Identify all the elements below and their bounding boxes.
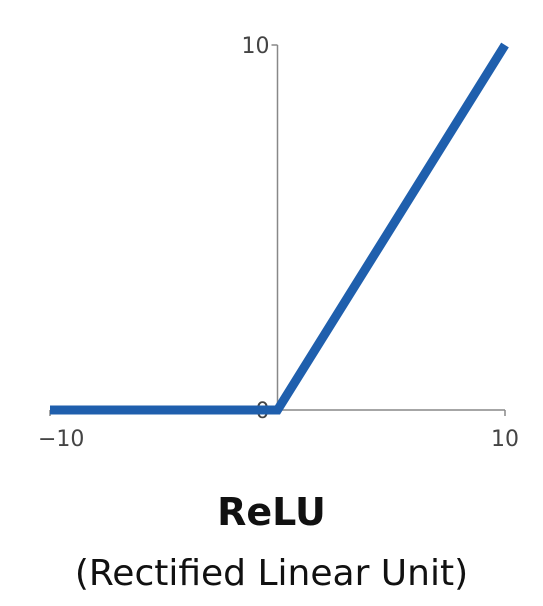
relu-series-line xyxy=(50,42,509,415)
y-tick-label: 10 xyxy=(242,34,270,59)
chart-title: ReLU xyxy=(217,490,326,534)
x-tick-label: 10 xyxy=(491,427,519,452)
x-tick-label: −10 xyxy=(38,427,84,452)
chart-series xyxy=(50,42,509,415)
chart-axes xyxy=(50,45,505,411)
chart-subtitle: (Rectified Linear Unit) xyxy=(74,553,469,594)
